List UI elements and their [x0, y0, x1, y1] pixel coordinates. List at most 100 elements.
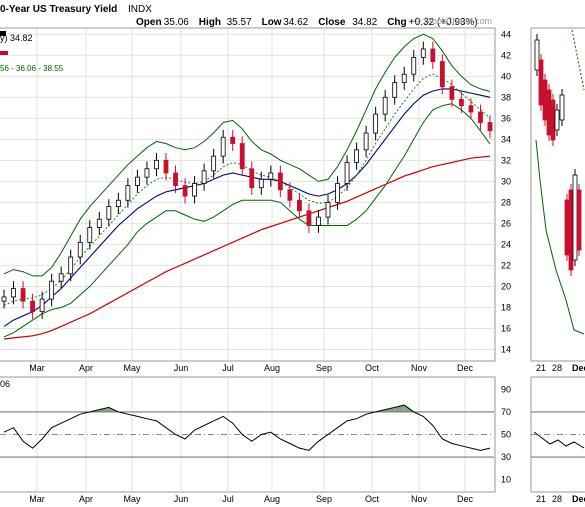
price-y-tick-15: 44: [501, 29, 511, 39]
candle-23: [220, 129, 226, 164]
side-candle-10: [576, 184, 582, 256]
x-label-may: May: [123, 363, 141, 373]
ohlc-label-2: Low: [262, 17, 282, 28]
chart-title: 0-Year US Treasury Yield: [0, 4, 117, 15]
x-label-bottom-apr: Apr: [79, 494, 93, 504]
ohlc-label-0: Open: [136, 17, 162, 28]
ohlc-value-2: 34.62: [283, 17, 308, 28]
candle-38: [363, 125, 369, 158]
rsi-y-tick-2: 50: [501, 430, 511, 440]
x-label-nov: Nov: [411, 363, 428, 373]
candle-47: [449, 79, 455, 107]
candle-21: [201, 163, 207, 191]
rsi-fill-40: [385, 407, 395, 412]
x-label-bottom-sep: Sep: [316, 494, 332, 504]
candle-40: [382, 89, 388, 122]
ohlc-label-1: High: [199, 17, 221, 28]
candle-14: [135, 169, 140, 193]
candle-32: [306, 203, 312, 233]
candle-29: [277, 165, 283, 198]
x-label-bottom-may: May: [123, 494, 141, 504]
rsi-series: [3, 404, 491, 451]
side-x-label-2-1: Dec: [572, 494, 585, 504]
price-panel-frame: [0, 27, 496, 362]
candle-35: [335, 176, 340, 210]
x-axis-labels-bottom: Mar Apr May Jun Jul Aug Sep Oct Nov Dec: [29, 494, 473, 504]
candle-31: [297, 192, 302, 219]
side-x-label-0-1: 21: [536, 494, 546, 504]
bb-legend: 56 - 36.06 - 38.55: [0, 64, 64, 73]
candle-30: [287, 182, 293, 208]
watermark: © StockCharts.com: [414, 16, 492, 26]
x-label-sep: Sep: [316, 363, 332, 373]
rsi-y-tick-4: 90: [501, 384, 511, 394]
price-vertical-gridlines: [36, 29, 466, 360]
side-x-label-0-0: 21: [536, 363, 546, 373]
price-y-tick-14: 42: [501, 50, 511, 60]
candle-8: [77, 234, 83, 265]
side-rsi-line: [531, 411, 585, 458]
series-bb-upper: [3, 33, 491, 277]
x-label-aug: Aug: [264, 363, 280, 373]
candle-48: [459, 92, 464, 114]
x-label-bottom-jun: Jun: [174, 494, 189, 504]
ohlc-value-3: 34.82: [352, 17, 377, 28]
ohlc-value-1: 35.57: [227, 17, 252, 28]
price-y-tick-1: 16: [501, 323, 511, 333]
candle-9: [87, 220, 93, 250]
ohlc-label-4: Chg: [387, 17, 406, 28]
candle-12: [115, 192, 121, 214]
x-label-jun: Jun: [174, 363, 189, 373]
x-label-bottom-nov: Nov: [411, 494, 428, 504]
candle-24: [230, 129, 236, 151]
series-sma-200: [3, 155, 491, 340]
side-x-label-1-1: 28: [552, 494, 562, 504]
side-panel: 21 21 28 28 Dec Dec: [530, 27, 585, 504]
side-x-labels: 21 21 28 28 Dec Dec: [536, 363, 585, 504]
series-bb-mid: [3, 73, 491, 306]
rsi-legend: 06: [0, 379, 10, 389]
side-candle-9: [572, 169, 578, 266]
rsi-y-tick-1: 30: [501, 452, 511, 462]
candle-36: [344, 155, 350, 191]
price-y-tick-12: 38: [501, 92, 511, 102]
price-y-tick-4: 22: [501, 260, 511, 270]
ohlc-label-3: Close: [318, 17, 346, 28]
x-axis-labels: Mar Apr May Jun Jul Aug Sep Oct Nov Dec: [29, 363, 473, 373]
ohlc-value-0: 35.06: [164, 17, 189, 28]
candle-34: [325, 195, 331, 225]
candle-22: [211, 148, 217, 179]
side-candle-1: [538, 54, 544, 111]
candle-28: [268, 165, 274, 187]
side-candle-4: [550, 94, 556, 146]
side-x-label-2-0: Dec: [572, 363, 585, 373]
price-y-axis: 14 16 18 20 22 24 26 28 30 32 34 36 38 40 42 44: [501, 29, 511, 354]
price-legend-swatch: [0, 31, 6, 36]
price-y-tick-2: 18: [501, 302, 511, 312]
ohlc-value-4: +0.32 (+0.93%): [409, 17, 478, 28]
candle-15: [144, 161, 150, 185]
candle-17: [163, 152, 169, 181]
series-sma-50: [3, 88, 491, 327]
side-candle-8: [568, 184, 574, 276]
candle-43: [411, 50, 417, 82]
chart-symbol: INDX: [128, 4, 152, 15]
candle-42: [401, 66, 407, 90]
candle-26: [249, 161, 255, 196]
x-label-dec: Dec: [457, 363, 474, 373]
rsi-fill-10: [99, 407, 109, 412]
candle-41: [392, 75, 398, 105]
x-label-bottom-aug: Aug: [264, 494, 280, 504]
candle-27: [258, 171, 264, 196]
side-candle-3: [546, 84, 552, 141]
x-label-bottom-mar: Mar: [29, 494, 45, 504]
candle-51: [487, 115, 493, 139]
price-y-tick-6: 26: [501, 218, 511, 228]
side-candle-7: [564, 194, 570, 261]
x-label-bottom-oct: Oct: [365, 494, 380, 504]
series-bb-lower: [3, 103, 491, 338]
candle-1: [11, 281, 16, 305]
series-rsi: [3, 404, 491, 451]
price-series: [3, 33, 491, 340]
